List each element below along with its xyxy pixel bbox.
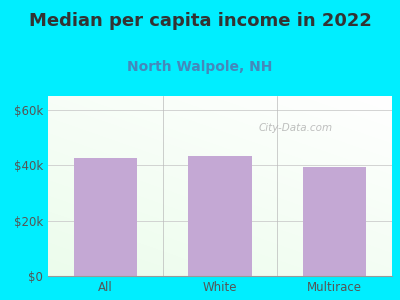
Bar: [188, 155, 252, 276]
Text: North Walpole, NH: North Walpole, NH: [127, 60, 273, 74]
Bar: [74, 158, 137, 276]
Bar: [303, 167, 366, 276]
Text: Median per capita income in 2022: Median per capita income in 2022: [28, 12, 372, 30]
Text: City-Data.com: City-Data.com: [259, 123, 333, 134]
